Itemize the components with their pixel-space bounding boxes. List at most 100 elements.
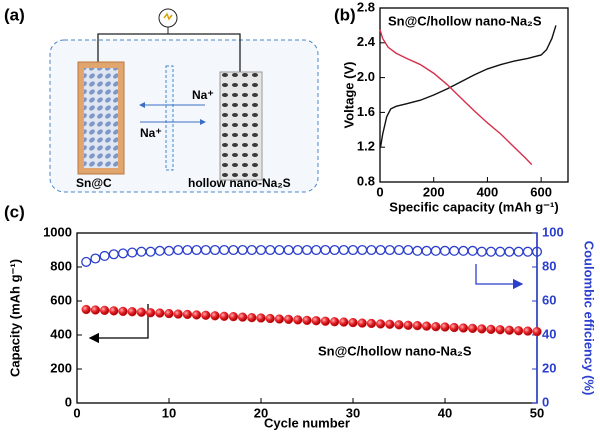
point — [201, 310, 211, 320]
point — [182, 244, 193, 256]
point — [210, 311, 220, 321]
point — [145, 308, 156, 318]
point — [495, 246, 506, 257]
y2-tick-label: 40 — [542, 326, 556, 341]
point — [329, 244, 340, 256]
point — [467, 245, 478, 256]
point — [117, 248, 129, 259]
point — [237, 312, 248, 322]
annotation: Sn@C/hollow nano-Na₂S — [318, 343, 472, 358]
point — [421, 321, 432, 331]
point — [366, 244, 377, 256]
panel-label: (b) — [334, 5, 356, 24]
point — [477, 324, 487, 334]
annotation: Sn@C/hollow nano-Na₂S — [388, 13, 542, 28]
point — [458, 245, 469, 256]
y-tick-label: 400 — [50, 326, 72, 341]
point — [99, 250, 110, 262]
bulb-filament — [163, 12, 173, 21]
y-tick-label: 0 — [65, 394, 72, 409]
point — [200, 244, 211, 256]
point — [311, 244, 322, 256]
point — [302, 315, 312, 326]
y-tick-label: 2.0 — [357, 69, 375, 84]
point — [173, 309, 183, 319]
point — [136, 307, 147, 317]
point — [209, 244, 221, 256]
x-tick-label: 40 — [438, 405, 452, 420]
y-axis-label: Capacity (mAh g⁻¹) — [7, 259, 22, 377]
point — [164, 308, 174, 319]
point — [118, 306, 128, 317]
point — [412, 245, 423, 256]
point — [145, 246, 156, 257]
point — [219, 244, 230, 256]
point — [81, 256, 92, 267]
point — [90, 305, 101, 315]
point — [320, 316, 331, 326]
point — [274, 244, 285, 256]
point — [311, 316, 321, 326]
point — [495, 325, 505, 335]
point — [283, 314, 294, 325]
point — [274, 314, 285, 324]
point — [127, 247, 138, 258]
point — [393, 244, 405, 256]
point — [523, 326, 533, 336]
ion-label: Na⁺ — [192, 88, 214, 102]
ion-label: Na⁺ — [140, 126, 162, 140]
plot-frame — [379, 7, 569, 183]
point — [228, 244, 239, 256]
point — [182, 309, 193, 320]
y-tick-label: 600 — [50, 292, 72, 307]
point — [412, 321, 423, 331]
x-tick-label: 0 — [73, 405, 80, 420]
anode — [84, 68, 118, 168]
point — [513, 326, 524, 336]
panel-label: (c) — [4, 202, 25, 221]
line — [379, 25, 557, 148]
point — [458, 323, 469, 333]
y-tick-label: 1000 — [43, 224, 72, 239]
y-tick-label: 1.6 — [357, 104, 375, 119]
point — [237, 244, 248, 256]
point — [99, 305, 110, 316]
point — [394, 320, 404, 330]
point — [504, 325, 515, 335]
x-tick-label: 30 — [346, 405, 360, 420]
point — [90, 253, 101, 264]
point — [109, 306, 119, 316]
point — [292, 244, 303, 256]
point — [173, 244, 184, 256]
wire — [97, 33, 241, 72]
point — [338, 244, 349, 256]
point — [476, 246, 487, 257]
y2-tick-label: 0 — [542, 394, 549, 409]
point — [155, 308, 165, 318]
y2-tick-label: 100 — [542, 224, 564, 239]
point — [136, 246, 147, 257]
point — [357, 318, 367, 328]
x-axis-label: Cycle number — [264, 415, 350, 430]
point — [191, 244, 202, 256]
point — [366, 318, 377, 329]
point — [348, 317, 358, 328]
separator — [165, 65, 174, 171]
point — [228, 311, 239, 322]
point — [293, 315, 303, 325]
electrode-label: hollow nano-Na₂S — [188, 176, 291, 190]
point — [265, 244, 276, 256]
point — [384, 244, 395, 256]
point — [403, 244, 414, 256]
point — [485, 246, 497, 257]
point — [430, 245, 441, 256]
line — [379, 29, 533, 166]
y2-tick-label: 20 — [542, 360, 556, 375]
point — [357, 244, 368, 256]
point — [246, 244, 257, 256]
point — [375, 319, 386, 329]
point — [467, 323, 478, 334]
x-tick-label: 400 — [477, 184, 499, 199]
point — [127, 307, 137, 317]
point — [255, 244, 267, 256]
